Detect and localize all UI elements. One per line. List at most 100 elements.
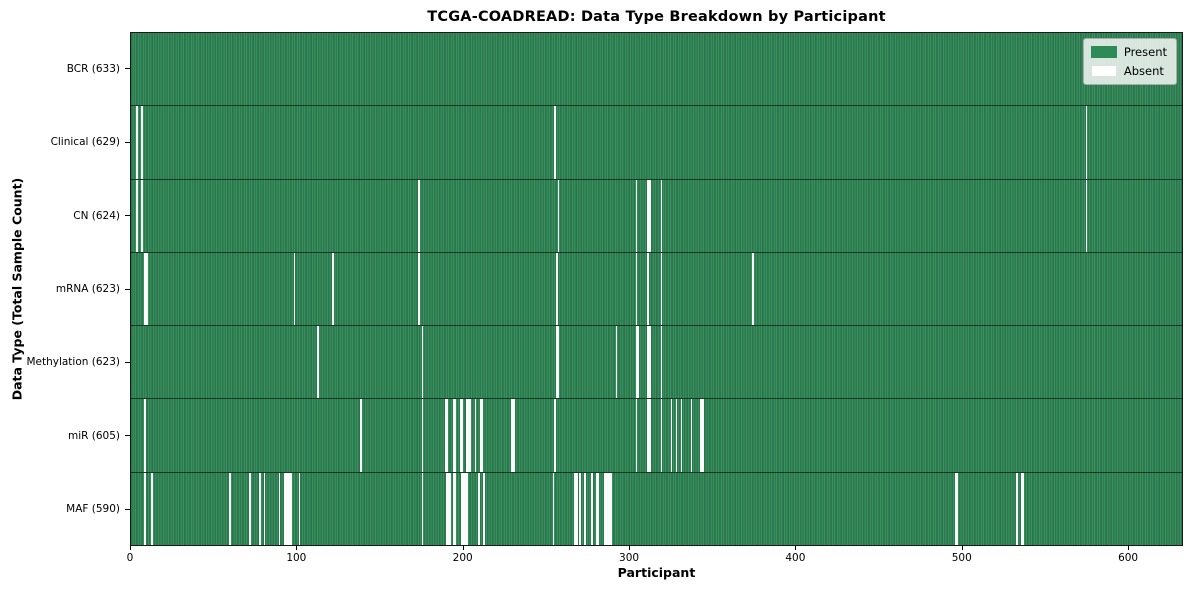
absent-stripe [278,472,281,545]
absent-stripe [446,472,449,545]
x-tick-mark [629,546,631,550]
absent-stripe [360,399,362,472]
absent-stripe [1085,179,1088,252]
absent-stripe [421,472,424,545]
y-tick-label-clinical: Clinical (629) [50,136,120,149]
x-tick-label: 500 [951,552,972,564]
absent-stripe [649,326,651,399]
absent-stripe [607,472,610,545]
absent-stripe [448,472,450,545]
absent-stripe [647,252,650,326]
x-tick-label: 300 [619,552,640,564]
absent-stripe [556,326,558,399]
present-swatch [1090,46,1117,58]
absent-stripe [228,472,231,545]
absent-stripe [444,399,447,472]
heatmap-row-mrna [131,252,1182,327]
y-tick-mark [125,141,130,143]
x-tick-mark [130,546,131,550]
y-tick-mark [125,361,130,363]
legend-label-absent: Absent [1123,64,1164,78]
absent-stripe [421,326,424,399]
absent-stripe [702,399,704,472]
absent-stripe [464,472,467,545]
absent-stripe [263,472,266,545]
absent-stripe [481,399,483,472]
absent-stripe [647,399,650,472]
absent-stripe [615,326,618,399]
absent-stripe [590,472,593,545]
absent-stripe [700,399,703,472]
absent-stripe [511,399,513,472]
x-tick-label: 600 [1118,552,1139,564]
legend-entry-present: Present [1090,45,1167,59]
heatmap-row-methylation [131,326,1182,400]
absent-stripe [557,326,560,399]
absent-stripe [637,326,640,399]
absent-stripe [459,399,462,472]
absent-stripe [468,399,470,472]
absent-stripe [135,179,138,252]
absent-stripe [557,179,560,252]
heatmap-row-cn [131,179,1182,253]
absent-stripe [660,179,663,252]
absent-stripe [474,399,477,472]
y-tick-mark [125,215,130,217]
y-tick-mark [125,288,130,290]
absent-stripe [331,252,334,326]
y-axis: BCR (633) Clinical (629) CN (624) mRNA (623… [0,32,130,546]
x-tick-mark [462,546,464,550]
absent-stripe [647,179,650,252]
absent-stripe [469,399,472,472]
absent-stripe [479,399,482,472]
absent-stripe [449,472,452,545]
heatmap-row-bcr [131,33,1182,107]
absent-stripe [1022,472,1025,545]
absent-stripe [649,399,651,472]
absent-stripe [466,472,469,545]
heatmap-row-maf [131,472,1182,545]
absent-stripe [595,472,598,545]
absent-stripe [482,472,485,545]
y-tick-label-bcr: BCR (633) [66,62,120,75]
y-tick-label-cn: CN (624) [73,209,120,222]
absent-stripe [751,252,754,326]
absent-stripe [690,399,693,472]
absent-stripe [285,472,288,545]
legend-label-present: Present [1123,45,1167,59]
absent-stripe [298,472,301,545]
absent-stripe [135,106,138,179]
y-tick-label-maf: MAF (590) [66,503,120,516]
absent-stripe [556,252,558,326]
x-tick-mark [296,546,298,550]
absent-stripe [446,399,449,472]
absent-stripe [463,472,465,545]
absent-stripe [453,472,455,545]
absent-stripe [150,472,153,545]
absent-stripe [605,472,608,545]
plot-area: Present Absent [130,32,1183,546]
absent-stripe [610,472,613,545]
heatmap-row-clinical [131,106,1182,180]
absent-stripe [421,399,424,472]
absent-stripe [290,472,293,545]
absent-swatch [1090,65,1117,77]
x-tick-mark [961,546,963,550]
absent-stripe [418,252,420,326]
x-tick-label: 200 [452,552,473,564]
absent-stripe [635,252,638,326]
absent-stripe [140,106,143,179]
absent-stripe [597,472,600,545]
y-axis-label: Data Type (Total Sample Count) [9,177,25,401]
absent-stripe [660,399,663,472]
x-tick-label: 100 [286,552,307,564]
absent-stripe [604,472,606,545]
absent-stripe [258,472,261,545]
absent-stripe [418,179,420,252]
absent-stripe [660,252,663,326]
absent-stripe [316,326,319,399]
absent-stripe [512,399,515,472]
absent-stripe [584,472,586,545]
y-tick-label-methylation: Methylation (623) [26,356,120,369]
y-tick-label-mir: miR (605) [67,429,120,442]
